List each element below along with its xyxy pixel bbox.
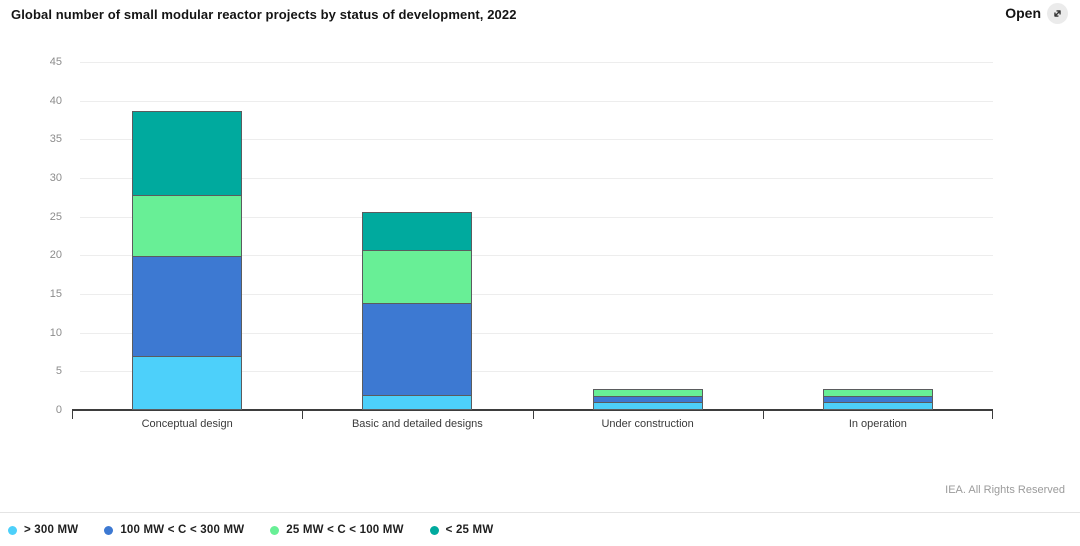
legend-dot-icon bbox=[104, 525, 114, 535]
page-title: Global number of small modular reactor p… bbox=[11, 7, 517, 22]
category-slot: Basic and detailed designs bbox=[302, 62, 532, 430]
credit-text: IEA. All Rights Reserved bbox=[945, 484, 1065, 496]
x-axis-tick bbox=[302, 411, 304, 419]
x-axis-label: In operation bbox=[848, 418, 907, 430]
gridline bbox=[80, 100, 993, 102]
x-axis-tick bbox=[762, 411, 764, 419]
legend: > 300 MW 100 MW < C < 300 MW 25 MW < C < 1… bbox=[8, 524, 493, 536]
open-label: Open bbox=[1005, 5, 1041, 21]
footer-divider bbox=[0, 512, 1080, 513]
bar-segment[interactable] bbox=[132, 111, 243, 197]
bar-segment[interactable] bbox=[592, 402, 703, 410]
legend-label: 25 MW < C < 100 MW bbox=[286, 524, 404, 536]
open-button[interactable] bbox=[1047, 2, 1068, 24]
gridline bbox=[80, 294, 993, 295]
x-axis-tick bbox=[992, 411, 993, 419]
y-axis-label: 15 bbox=[49, 288, 62, 300]
legend-dot-icon bbox=[270, 525, 280, 535]
y-axis-label: 10 bbox=[49, 326, 62, 339]
legend-dot-icon bbox=[429, 525, 439, 535]
y-axis-label: 5 bbox=[55, 365, 62, 378]
y-axis-label: 25 bbox=[49, 210, 62, 223]
bar-segment[interactable] bbox=[132, 195, 243, 258]
x-axis-label: Under construction bbox=[601, 418, 694, 430]
legend-dot-icon bbox=[8, 525, 17, 535]
y-axis-label: 40 bbox=[49, 94, 62, 107]
gridline bbox=[80, 62, 993, 63]
x-axis-line bbox=[72, 409, 993, 411]
category-slot: In operation bbox=[763, 62, 993, 430]
gridline bbox=[80, 178, 993, 179]
gridline bbox=[80, 371, 993, 373]
y-axis-label: 35 bbox=[49, 133, 62, 146]
legend-label: > 300 MW bbox=[24, 524, 79, 536]
legend-label: < 25 MW bbox=[445, 524, 494, 536]
open-control: Open bbox=[1005, 1, 1068, 25]
bar-segment[interactable] bbox=[822, 402, 933, 410]
x-axis-label: Conceptual design bbox=[141, 418, 233, 430]
bar-segment[interactable] bbox=[362, 249, 473, 304]
gridline bbox=[80, 255, 993, 257]
x-axis-label: Basic and detailed designs bbox=[351, 418, 483, 430]
y-axis-label: 0 bbox=[55, 404, 62, 416]
bar-segment[interactable] bbox=[362, 302, 473, 396]
plot-area: 0 5 10 15 20 25 30 35 40 45 Conceptual design Basic… bbox=[50, 56, 993, 430]
legend-item[interactable]: 25 MW < C < 100 MW bbox=[270, 524, 403, 536]
x-axis-tick bbox=[72, 411, 73, 419]
gridline bbox=[80, 216, 993, 218]
bar-segment[interactable] bbox=[132, 256, 243, 357]
bar-stack bbox=[132, 111, 243, 410]
bar-stack bbox=[362, 211, 473, 410]
bar-stack bbox=[592, 388, 703, 410]
legend-item[interactable]: 100 MW < C < 300 MW bbox=[104, 524, 244, 536]
legend-label: 100 MW < C < 300 MW bbox=[120, 524, 245, 536]
x-axis-tick bbox=[532, 411, 534, 419]
y-axis-label: 20 bbox=[49, 249, 62, 262]
bar-stack bbox=[822, 388, 933, 410]
y-axis-label: 45 bbox=[49, 56, 62, 68]
category-slot: Conceptual design bbox=[72, 62, 302, 430]
legend-item[interactable]: > 300 MW bbox=[8, 524, 78, 536]
y-axis-label: 30 bbox=[49, 172, 62, 184]
bar-segment[interactable] bbox=[362, 211, 473, 251]
gridline bbox=[80, 332, 993, 334]
bar-segment[interactable] bbox=[132, 355, 243, 410]
legend-item[interactable]: < 25 MW bbox=[429, 524, 494, 536]
expand-arrow-icon bbox=[1052, 8, 1063, 19]
bar-segment[interactable] bbox=[362, 394, 473, 410]
gridline bbox=[80, 139, 993, 141]
category-slot: Under construction bbox=[533, 62, 763, 430]
